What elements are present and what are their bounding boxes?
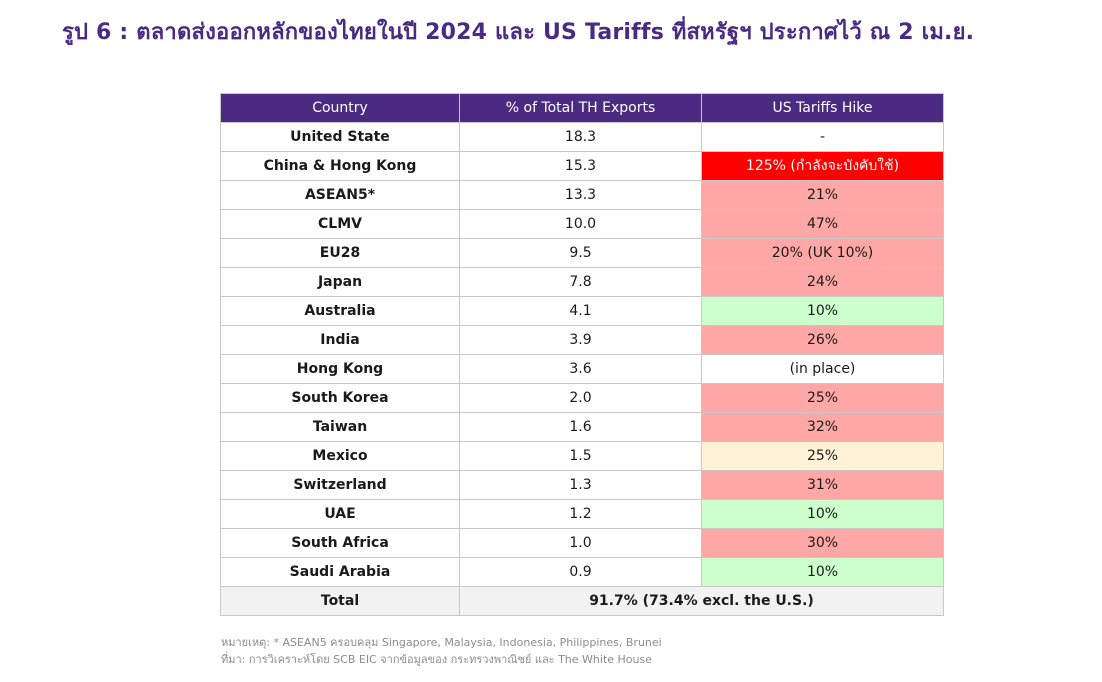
table-row: Hong Kong 3.6 (in place) <box>220 354 944 384</box>
tariff-cell: 31% <box>701 470 944 500</box>
country-cell: India <box>220 325 460 355</box>
export-share-cell: 18.3 <box>459 122 702 152</box>
total-label: Total <box>220 586 460 616</box>
total-row: Total 91.7% (73.4% excl. the U.S.) <box>220 586 944 616</box>
country-cell: South Africa <box>220 528 460 558</box>
footnote: หมายเหตุ: * ASEAN5 ครอบคลุม Singapore, M… <box>221 636 662 649</box>
tariff-cell: 10% <box>701 557 944 587</box>
tariff-cell: 30% <box>701 528 944 558</box>
total-value: 91.7% (73.4% excl. the U.S.) <box>459 586 944 616</box>
country-cell: Hong Kong <box>220 354 460 384</box>
country-cell: South Korea <box>220 383 460 413</box>
export-share-cell: 1.6 <box>459 412 702 442</box>
table-row: China & Hong Kong 15.3 125% (กำลังจะบังค… <box>220 151 944 181</box>
tariff-cell: 32% <box>701 412 944 442</box>
export-share-cell: 2.0 <box>459 383 702 413</box>
table-row: Mexico 1.5 25% <box>220 441 944 471</box>
export-share-cell: 4.1 <box>459 296 702 326</box>
source-note: ที่มา: การวิเคราะห์โดย SCB EIC จากข้อมูล… <box>221 653 652 666</box>
table-row: CLMV 10.0 47% <box>220 209 944 239</box>
table-row: India 3.9 26% <box>220 325 944 355</box>
table-row: UAE 1.2 10% <box>220 499 944 529</box>
table-row: Taiwan 1.6 32% <box>220 412 944 442</box>
export-share-cell: 13.3 <box>459 180 702 210</box>
export-share-cell: 15.3 <box>459 151 702 181</box>
table-row: ASEAN5* 13.3 21% <box>220 180 944 210</box>
table-row: EU28 9.5 20% (UK 10%) <box>220 238 944 268</box>
header-tariff-hike: US Tariffs Hike <box>701 93 944 123</box>
tariff-cell: 125% (กำลังจะบังคับใช้) <box>701 151 944 181</box>
export-share-cell: 1.3 <box>459 470 702 500</box>
figure-title: รูป 6 : ตลาดส่งออกหลักของไทยในปี 2024 แล… <box>62 20 975 45</box>
tariff-cell: 24% <box>701 267 944 297</box>
tariff-cell: 25% <box>701 383 944 413</box>
tariff-cell: 21% <box>701 180 944 210</box>
header-export-share: % of Total TH Exports <box>459 93 702 123</box>
tariff-cell: 47% <box>701 209 944 239</box>
export-share-cell: 7.8 <box>459 267 702 297</box>
tariff-cell: 10% <box>701 296 944 326</box>
table-row: Australia 4.1 10% <box>220 296 944 326</box>
export-share-cell: 9.5 <box>459 238 702 268</box>
tariff-cell: - <box>701 122 944 152</box>
country-cell: Saudi Arabia <box>220 557 460 587</box>
table-row: Switzerland 1.3 31% <box>220 470 944 500</box>
table-row: South Africa 1.0 30% <box>220 528 944 558</box>
notes: หมายเหตุ: * ASEAN5 ครอบคลุม Singapore, M… <box>221 634 662 668</box>
table-row: United State 18.3 - <box>220 122 944 152</box>
country-cell: Japan <box>220 267 460 297</box>
tariff-cell: 10% <box>701 499 944 529</box>
header-country: Country <box>220 93 460 123</box>
header-row: Country % of Total TH Exports US Tariffs… <box>220 93 944 123</box>
country-cell: ASEAN5* <box>220 180 460 210</box>
country-cell: EU28 <box>220 238 460 268</box>
country-cell: CLMV <box>220 209 460 239</box>
export-share-cell: 10.0 <box>459 209 702 239</box>
tariff-cell: 25% <box>701 441 944 471</box>
country-cell: Australia <box>220 296 460 326</box>
export-tariff-table: Country % of Total TH Exports US Tariffs… <box>220 93 944 616</box>
export-share-cell: 1.0 <box>459 528 702 558</box>
country-cell: Taiwan <box>220 412 460 442</box>
table-row: Japan 7.8 24% <box>220 267 944 297</box>
country-cell: China & Hong Kong <box>220 151 460 181</box>
tariff-cell: 26% <box>701 325 944 355</box>
country-cell: UAE <box>220 499 460 529</box>
tariff-cell: 20% (UK 10%) <box>701 238 944 268</box>
table-row: Saudi Arabia 0.9 10% <box>220 557 944 587</box>
export-share-cell: 1.2 <box>459 499 702 529</box>
table-body: United State 18.3 - China & Hong Kong 15… <box>220 122 944 616</box>
country-cell: Mexico <box>220 441 460 471</box>
export-share-cell: 3.9 <box>459 325 702 355</box>
tariff-cell: (in place) <box>701 354 944 384</box>
table-row: South Korea 2.0 25% <box>220 383 944 413</box>
export-share-cell: 1.5 <box>459 441 702 471</box>
country-cell: United State <box>220 122 460 152</box>
export-share-cell: 3.6 <box>459 354 702 384</box>
export-share-cell: 0.9 <box>459 557 702 587</box>
country-cell: Switzerland <box>220 470 460 500</box>
